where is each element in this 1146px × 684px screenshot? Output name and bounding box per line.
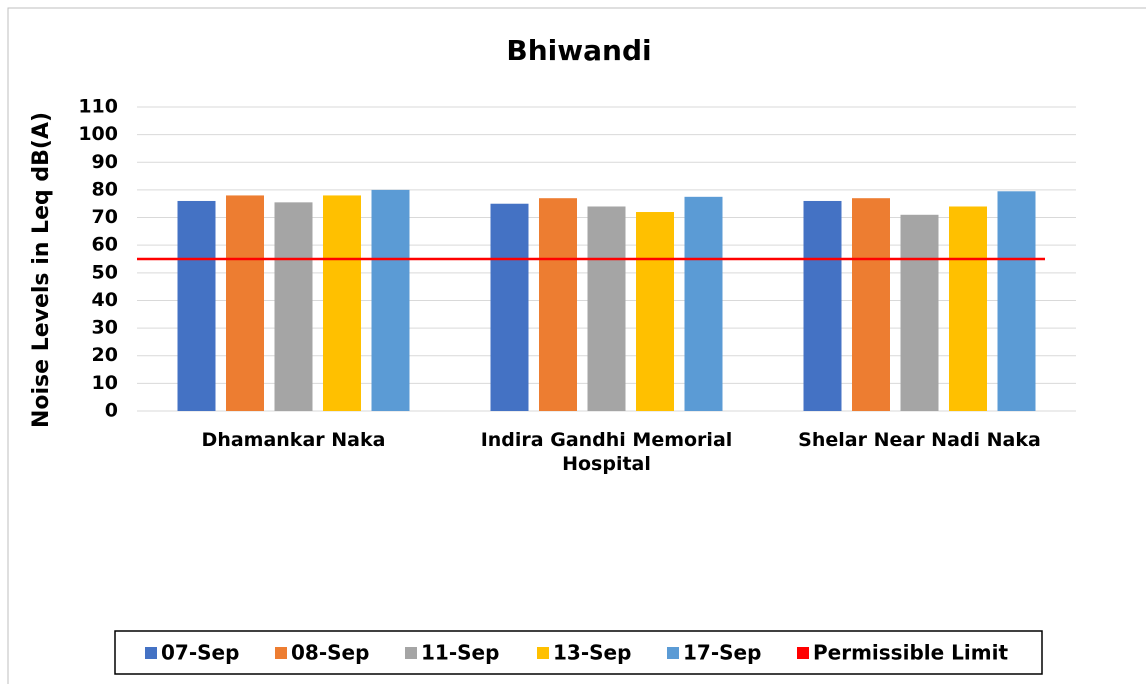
- legend-marker: [537, 647, 549, 659]
- y-tick-label: 50: [92, 261, 118, 283]
- y-tick-label: 0: [105, 400, 118, 422]
- legend-label: Permissible Limit: [813, 641, 1008, 665]
- legend-label: 07-Sep: [161, 641, 239, 665]
- legend-marker: [275, 647, 287, 659]
- legend-box: [114, 630, 1043, 675]
- bar: [852, 198, 890, 411]
- x-tick-label: Shelar Near Nadi Naka: [798, 429, 1041, 451]
- bar: [997, 191, 1036, 411]
- legend-label: 13-Sep: [553, 641, 631, 665]
- bar: [636, 212, 674, 411]
- legend-marker: [145, 647, 157, 659]
- bar: [803, 200, 842, 411]
- legend-marker: [797, 647, 809, 659]
- legend-label: 17-Sep: [683, 641, 761, 665]
- y-tick-label: 80: [92, 178, 118, 200]
- chart-frame: [7, 7, 1146, 684]
- bar: [371, 189, 410, 411]
- y-tick-label: 30: [92, 317, 118, 339]
- x-tick-label: Dhamankar Naka: [201, 429, 386, 451]
- x-tick-label: Indira Gandhi Memorial Hospital: [480, 429, 733, 475]
- y-tick-label: 40: [92, 289, 118, 311]
- legend-label: 08-Sep: [291, 641, 369, 665]
- bar: [177, 200, 216, 411]
- bar: [226, 195, 264, 411]
- y-tick-label: 100: [78, 123, 118, 145]
- y-tick-label: 70: [92, 206, 118, 228]
- bar: [323, 195, 361, 411]
- y-tick-label: 20: [92, 344, 118, 366]
- y-tick-label: 90: [92, 151, 118, 173]
- bar: [949, 206, 987, 411]
- y-tick-label: 10: [92, 372, 118, 394]
- bar: [274, 202, 313, 411]
- bar: [684, 196, 723, 411]
- legend-marker: [405, 647, 417, 659]
- legend-marker: [667, 647, 679, 659]
- y-axis-label: Noise Levels in Leq dB(A): [29, 112, 54, 428]
- bar: [900, 214, 939, 411]
- y-tick-label: 110: [78, 96, 118, 118]
- legend-label: 11-Sep: [421, 641, 499, 665]
- bar: [539, 198, 577, 411]
- chart-title: Bhiwandi: [506, 34, 651, 67]
- bar: [490, 203, 529, 411]
- bar: [587, 206, 626, 411]
- y-tick-label: 60: [92, 234, 118, 256]
